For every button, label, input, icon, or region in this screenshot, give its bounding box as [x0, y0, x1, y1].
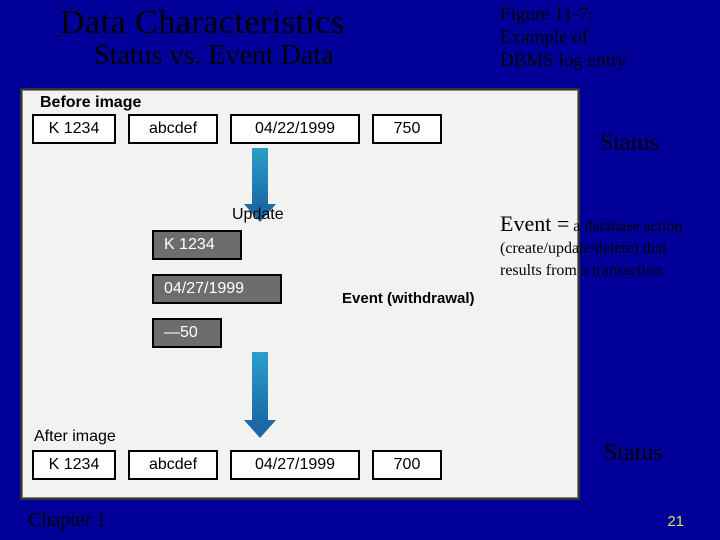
- fig-line3: DBMS log entry: [500, 50, 627, 71]
- after-c2: abcdef: [128, 450, 218, 480]
- arrow-before-to-update: [252, 148, 268, 206]
- fig-line2: Example of: [500, 27, 588, 48]
- before-c4: 750: [372, 114, 442, 144]
- after-label: After image: [34, 428, 116, 446]
- after-c1: K 1234: [32, 450, 116, 480]
- event-line1: a database action: [569, 218, 682, 235]
- fig-line1: Figure 11-7:: [500, 4, 594, 25]
- after-c3: 04/27/1999: [230, 450, 360, 480]
- footer-page-number: 21: [667, 513, 684, 530]
- slide-header: Data Characteristics Status vs. Event Da…: [0, 0, 720, 72]
- before-c3: 04/22/1999: [230, 114, 360, 144]
- update-c2: 04/27/1999: [152, 274, 282, 304]
- update-row-1: K 1234: [152, 230, 254, 260]
- sub-title: Status vs. Event Data: [94, 40, 488, 72]
- title-block: Data Characteristics Status vs. Event Da…: [60, 4, 488, 72]
- after-row: K 1234 abcdef 04/27/1999 700: [32, 450, 454, 480]
- diagram-panel: Before image K 1234 abcdef 04/22/1999 75…: [20, 88, 580, 500]
- before-c2: abcdef: [128, 114, 218, 144]
- main-title: Data Characteristics: [60, 4, 488, 42]
- update-row-3: —50: [152, 318, 234, 348]
- update-row-2: 04/27/1999: [152, 274, 294, 304]
- event-definition: Event = a database action (create/update…: [500, 212, 710, 280]
- status-label-bottom: Status: [604, 440, 663, 467]
- event-line2: (create/update/delete) that: [500, 240, 667, 257]
- arrow-update-to-after: [252, 352, 268, 422]
- event-line3: results from a transaction: [500, 262, 662, 279]
- figure-caption: Figure 11-7: Example of DBMS log entry: [500, 4, 700, 72]
- status-label-top: Status: [600, 130, 659, 157]
- event-prefix: Event =: [500, 211, 569, 236]
- before-row: K 1234 abcdef 04/22/1999 750: [32, 114, 454, 144]
- after-c4: 700: [372, 450, 442, 480]
- footer-chapter: Chapter 1: [28, 509, 106, 532]
- event-withdrawal-label: Event (withdrawal): [342, 290, 475, 307]
- before-c1: K 1234: [32, 114, 116, 144]
- before-label: Before image: [40, 94, 141, 112]
- update-c3: —50: [152, 318, 222, 348]
- update-c1: K 1234: [152, 230, 242, 260]
- update-label: Update: [232, 206, 284, 224]
